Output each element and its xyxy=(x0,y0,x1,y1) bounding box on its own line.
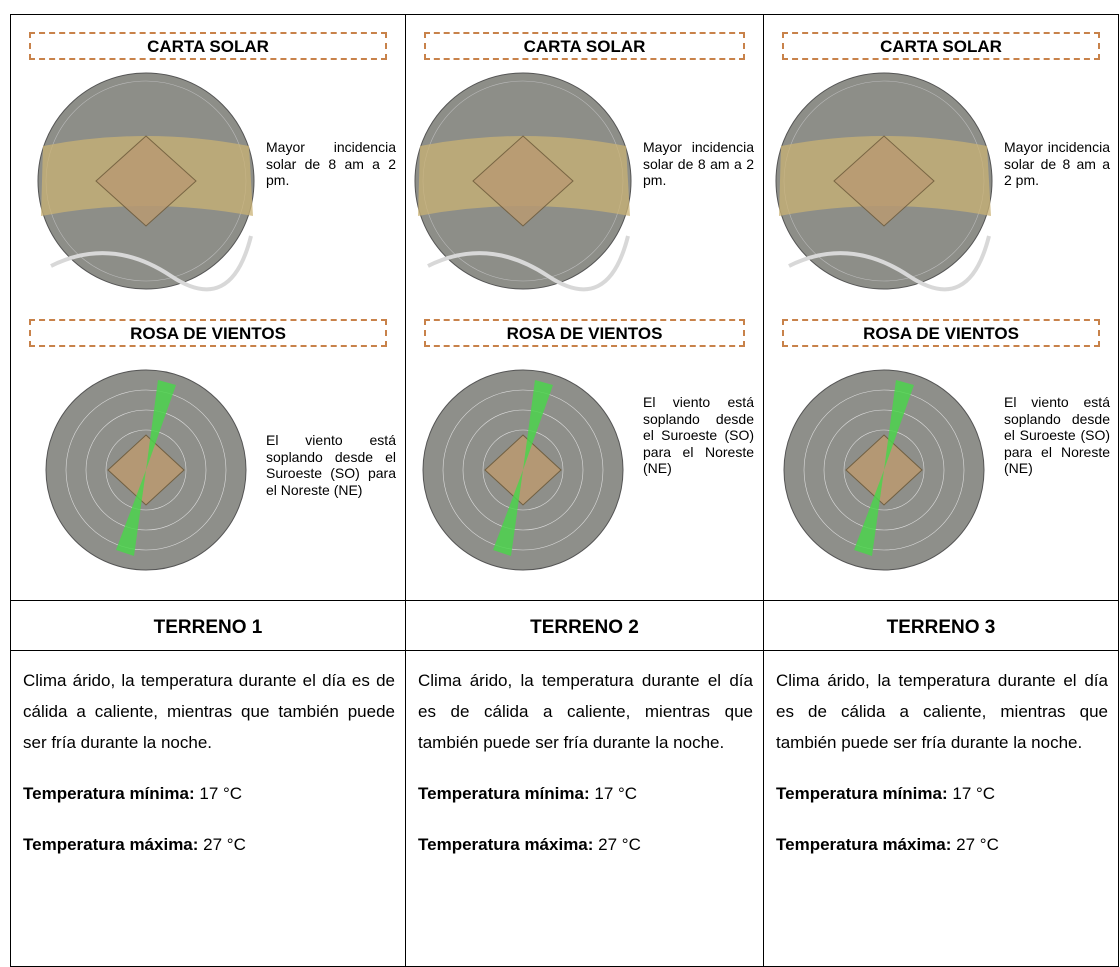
sun-chart-image xyxy=(775,72,993,292)
temp-max: Temperatura máxima: 27 °C xyxy=(776,829,1108,860)
sun-chart-image xyxy=(37,72,255,292)
temp-min-value: 17 °C xyxy=(952,784,996,803)
temp-min-value: 17 °C xyxy=(199,784,243,803)
row-border xyxy=(10,600,1119,601)
climate-text: Clima árido, la temperatura durante el d… xyxy=(23,671,395,752)
sun-chart-image xyxy=(414,72,632,292)
terrain-title: TERRENO 2 xyxy=(530,617,639,638)
temp-max-label: Temperatura máxima: xyxy=(23,835,199,854)
temp-max: Temperatura máxima: 27 °C xyxy=(418,829,753,860)
climate: Clima árido, la temperatura durante el d… xyxy=(23,665,395,880)
terrain-title: TERRENO 3 xyxy=(886,617,996,638)
section-title: ROSA DE VIENTOS xyxy=(782,319,1100,347)
temp-min-value: 17 °C xyxy=(594,784,638,803)
temp-max-value: 27 °C xyxy=(956,835,999,854)
note: Mayor incidencia solar de 8 am a 2 pm. xyxy=(1004,139,1110,188)
section-title: ROSA DE VIENTOS xyxy=(29,319,387,347)
wind-rose-image xyxy=(783,369,985,571)
column: CARTA SOLAR Mayor incidencia solar de 8 a… xyxy=(763,14,1119,966)
temp-min-label: Temperatura mínima: xyxy=(418,784,590,803)
section-title: CARTA SOLAR xyxy=(782,32,1100,60)
section-title: CARTA SOLAR xyxy=(424,32,745,60)
temp-max-label: Temperatura máxima: xyxy=(418,835,594,854)
temp-min: Temperatura mínima: 17 °C xyxy=(776,778,1108,809)
temp-min: Temperatura mínima: 17 °C xyxy=(23,778,395,809)
table-border xyxy=(10,14,1119,15)
section-title: ROSA DE VIENTOS xyxy=(424,319,745,347)
terrain-title: TERRENO 1 xyxy=(153,617,263,638)
wind-rose-image xyxy=(45,369,247,571)
climate: Clima árido, la temperatura durante el d… xyxy=(776,665,1108,880)
note: Mayor incidencia solar de 8 am a 2 pm. xyxy=(266,139,396,188)
note: El viento está soplando desde el Suroest… xyxy=(643,394,754,476)
temp-min-label: Temperatura mínima: xyxy=(23,784,195,803)
column: CARTA SOLAR Mayor incidencia solar de 8 a… xyxy=(405,14,763,966)
climate-text: Clima árido, la temperatura durante el d… xyxy=(418,671,753,752)
temp-max-label: Temperatura máxima: xyxy=(776,835,952,854)
column: CARTA SOLAR Mayor incidencia solar de 8 a… xyxy=(10,14,405,966)
note: Mayor incidencia solar de 8 am a 2 pm. xyxy=(643,139,754,188)
temp-max: Temperatura máxima: 27 °C xyxy=(23,829,395,860)
climate-text: Clima árido, la temperatura durante el d… xyxy=(776,671,1108,752)
row-border xyxy=(10,650,1119,651)
climate: Clima árido, la temperatura durante el d… xyxy=(418,665,753,880)
temp-min: Temperatura mínima: 17 °C xyxy=(418,778,753,809)
temp-max-value: 27 °C xyxy=(203,835,246,854)
note: El viento está soplando desde el Suroest… xyxy=(266,432,396,498)
wind-rose-image xyxy=(422,369,624,571)
note: El viento está soplando desde el Suroest… xyxy=(1004,394,1110,476)
section-title: CARTA SOLAR xyxy=(29,32,387,60)
temp-max-value: 27 °C xyxy=(598,835,641,854)
temp-min-label: Temperatura mínima: xyxy=(776,784,948,803)
